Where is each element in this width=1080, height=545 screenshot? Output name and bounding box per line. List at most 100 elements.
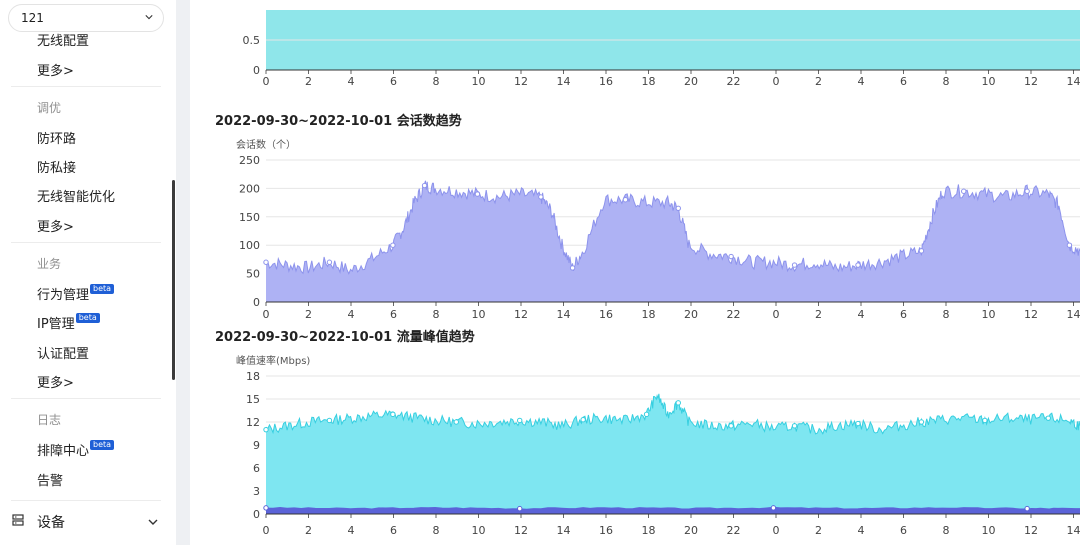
top-chart: 0 0.5 0 2 4 6 8 10 12 14 16 18 20 22 0 2 4 6 8 10 12 14 xyxy=(243,10,1080,88)
divider xyxy=(11,242,161,243)
data-point xyxy=(263,259,269,265)
sidebar-item-anti-private-access[interactable]: 防私接 xyxy=(37,161,77,176)
sidebar-item-more[interactable]: 更多> xyxy=(37,376,74,391)
x-tick-label: 10 xyxy=(472,75,486,88)
device-select[interactable]: 121 xyxy=(8,4,164,32)
x-tick-label: 12 xyxy=(514,524,528,537)
x-tick-label: 22 xyxy=(727,524,741,537)
x-tick-label: 4 xyxy=(348,75,355,88)
sidebar-item-alarm[interactable]: 告警 xyxy=(37,474,64,489)
x-tick-label: 0 xyxy=(263,524,270,537)
sidebar-item-ip-management[interactable]: IP管理 beta xyxy=(37,313,100,332)
data-point xyxy=(517,417,523,424)
x-tick-label: 12 xyxy=(514,75,528,88)
x-tick-label: 22 xyxy=(727,75,741,88)
sidebar-item-more[interactable]: 更多> xyxy=(37,64,74,79)
x-tick-label: 10 xyxy=(472,524,486,537)
x-tick-label: 10 xyxy=(982,524,996,537)
y-tick-label: 12 xyxy=(246,416,260,429)
chevron-down-icon xyxy=(148,519,158,525)
data-point xyxy=(675,400,681,406)
x-tick-label: 0 xyxy=(773,75,780,88)
sidebar-item-loop-prevention[interactable]: 防环路 xyxy=(37,132,77,147)
x-tick-label: 8 xyxy=(943,75,950,88)
y-tick-label: 15 xyxy=(246,393,260,406)
divider xyxy=(11,500,161,501)
x-tick-label: 14 xyxy=(557,524,571,537)
x-tick-label: 0 xyxy=(773,308,780,321)
x-tick-label: 16 xyxy=(599,308,613,321)
traffic-y-unit: 峰值速率(Mbps) xyxy=(236,356,311,367)
data-point xyxy=(474,191,481,197)
x-tick-label: 4 xyxy=(348,524,355,537)
sidebar-scrollbar-thumb[interactable] xyxy=(172,180,175,380)
data-point xyxy=(453,419,459,425)
y-tick-label: 0 xyxy=(253,64,260,77)
x-tick-label: 10 xyxy=(982,308,996,321)
x-tick-label: 2 xyxy=(305,524,312,537)
x-tick-label: 4 xyxy=(858,524,865,537)
data-point xyxy=(728,423,734,429)
x-tick-label: 20 xyxy=(684,75,698,88)
x-tick-label: 8 xyxy=(943,308,950,321)
x-tick-label: 12 xyxy=(514,308,528,321)
data-point xyxy=(326,259,333,265)
x-tick-label: 6 xyxy=(390,308,397,321)
divider xyxy=(11,86,161,87)
x-tick-label: 4 xyxy=(858,75,865,88)
x-tick-label: 16 xyxy=(599,75,613,88)
sessions-y-unit: 会话数（个） xyxy=(236,140,296,151)
series-line xyxy=(265,506,1080,510)
series-line xyxy=(265,180,1080,275)
x-tick-label: 18 xyxy=(642,524,656,537)
sidebar-item-troubleshooting[interactable]: 排障中心 beta xyxy=(37,440,115,459)
y-tick-label: 250 xyxy=(239,154,260,167)
data-point xyxy=(961,188,967,194)
sidebar-item-label: IP管理 xyxy=(37,317,75,332)
sidebar-item-more[interactable]: 更多> xyxy=(37,220,74,235)
data-point xyxy=(580,417,586,423)
x-tick-label: 12 xyxy=(1024,524,1038,537)
y-tick-label: 9 xyxy=(253,439,260,452)
y-tick-label: 0 xyxy=(253,508,260,521)
x-tick-label: 10 xyxy=(472,308,486,321)
data-point xyxy=(918,248,925,254)
sidebar-section-device[interactable]: 设备 xyxy=(0,506,172,536)
data-point xyxy=(1066,242,1073,248)
x-tick-label: 2 xyxy=(815,308,822,321)
sidebar-item-auth-config[interactable]: 认证配置 xyxy=(37,347,90,362)
data-point xyxy=(622,197,629,203)
sidebar-item-wireless-optimization[interactable]: 无线智能优化 xyxy=(37,190,116,205)
sidebar-item-behavior-management[interactable]: 行为管理 beta xyxy=(37,284,115,303)
sidebar-item-wireless-config[interactable]: 无线配置 xyxy=(37,34,90,49)
data-point xyxy=(538,194,544,200)
data-point xyxy=(675,205,681,211)
data-point xyxy=(517,505,523,512)
x-tick-label: 6 xyxy=(900,75,907,88)
area-fill xyxy=(266,180,1080,302)
y-tick-label: 3 xyxy=(253,485,260,498)
traffic-chart: 0 3 6 9 12 15 18 0 2 4 6 8 10 12 14 16 18 20 22 0 2 4 6 8 10 12 14 xyxy=(246,370,1080,537)
data-point xyxy=(421,182,428,189)
x-tick-label: 2 xyxy=(815,75,822,88)
data-point xyxy=(728,253,734,260)
data-point xyxy=(263,426,269,433)
x-tick-label: 12 xyxy=(1024,308,1038,321)
divider xyxy=(11,398,161,399)
group-title-business: 业务 xyxy=(37,257,62,271)
beta-badge: beta xyxy=(75,313,100,323)
data-point xyxy=(791,423,798,429)
sidebar: 121 无线配置 更多> 调优 防环路 防私接 无线智能优化 更多> 业务 行为… xyxy=(0,0,172,545)
data-point xyxy=(263,505,269,511)
group-title-tuning: 调优 xyxy=(37,101,62,115)
y-tick-label: 50 xyxy=(246,268,260,281)
data-point xyxy=(1024,188,1030,194)
y-tick-label: 0 xyxy=(253,296,260,309)
y-tick-label: 6 xyxy=(253,462,260,475)
sessions-chart-title: 2022-09-30~2022-10-01 会话数趋势 xyxy=(215,114,462,129)
traffic-chart-title: 2022-09-30~2022-10-01 流量峰值趋势 xyxy=(215,330,475,345)
data-point xyxy=(855,420,861,427)
x-tick-label: 8 xyxy=(433,308,440,321)
chevron-down-icon xyxy=(145,15,153,20)
x-tick-label: 14 xyxy=(1067,308,1080,321)
